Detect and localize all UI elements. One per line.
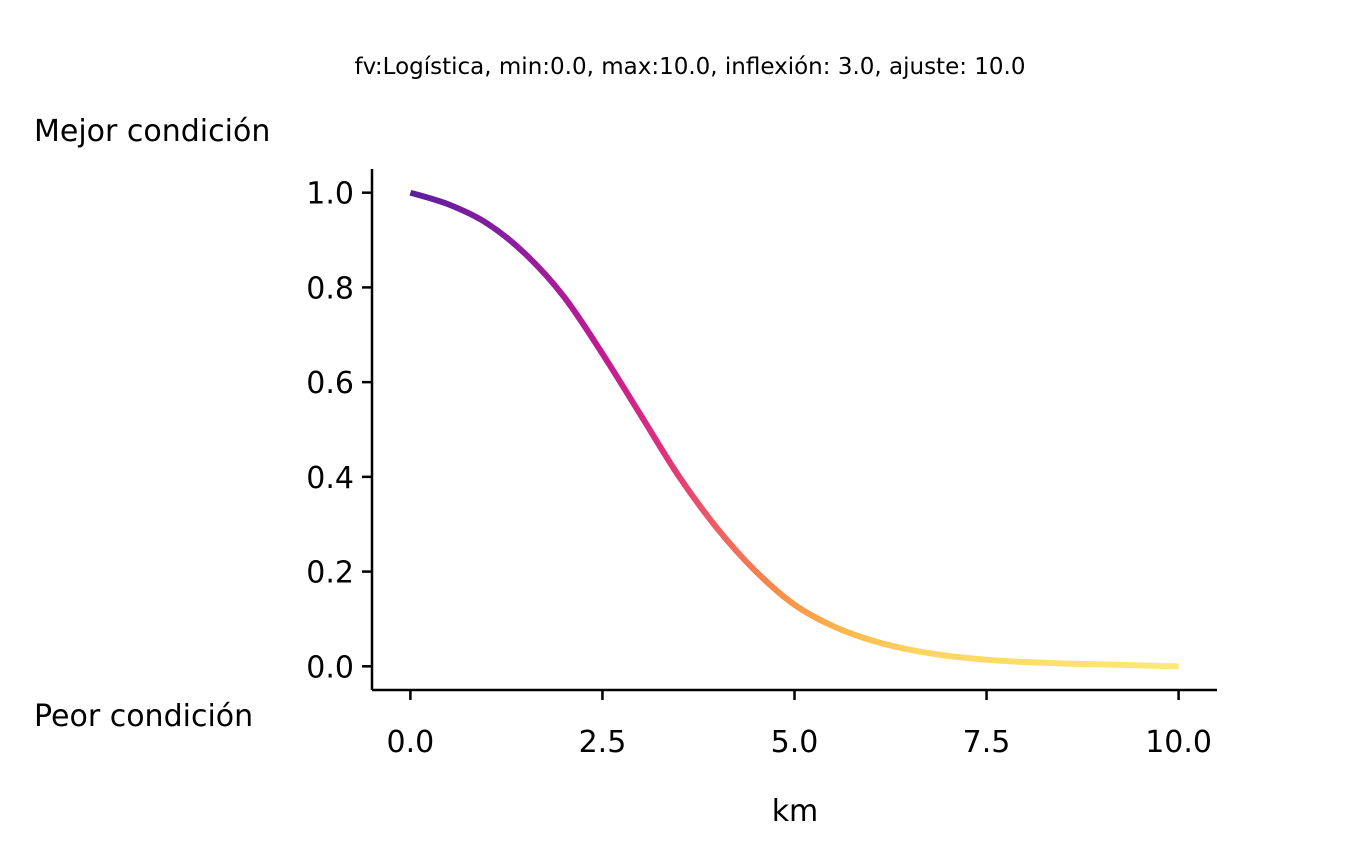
x-tick-label: 0.0 xyxy=(387,725,435,760)
y-tick-label: 1.0 xyxy=(306,177,354,212)
x-tick-label: 7.5 xyxy=(963,725,1011,760)
chart-title: fv:Logística, min:0.0, max:10.0, inflexi… xyxy=(354,54,1025,80)
series-line xyxy=(409,189,1179,670)
x-tick-label: 5.0 xyxy=(771,725,819,760)
y-tick-label: 0.8 xyxy=(306,271,354,306)
plot-area: 0.0 0.2 0.4 0.6 0.8 1.0 0.0 2.5 5.0 7.5 10.0 xyxy=(306,169,1217,760)
y-tick-label: 0.2 xyxy=(306,556,354,591)
y-tick-label: 0.6 xyxy=(306,366,354,401)
x-tick-label: 2.5 xyxy=(579,725,627,760)
y-tick-label: 0.0 xyxy=(306,650,354,685)
y-label-top: Mejor condición xyxy=(34,114,270,149)
y-label-bottom: Peor condición xyxy=(34,699,253,734)
x-axis-label: km xyxy=(772,794,819,829)
x-tick-label: 10.0 xyxy=(1145,725,1212,760)
y-tick-label: 0.4 xyxy=(306,461,354,496)
